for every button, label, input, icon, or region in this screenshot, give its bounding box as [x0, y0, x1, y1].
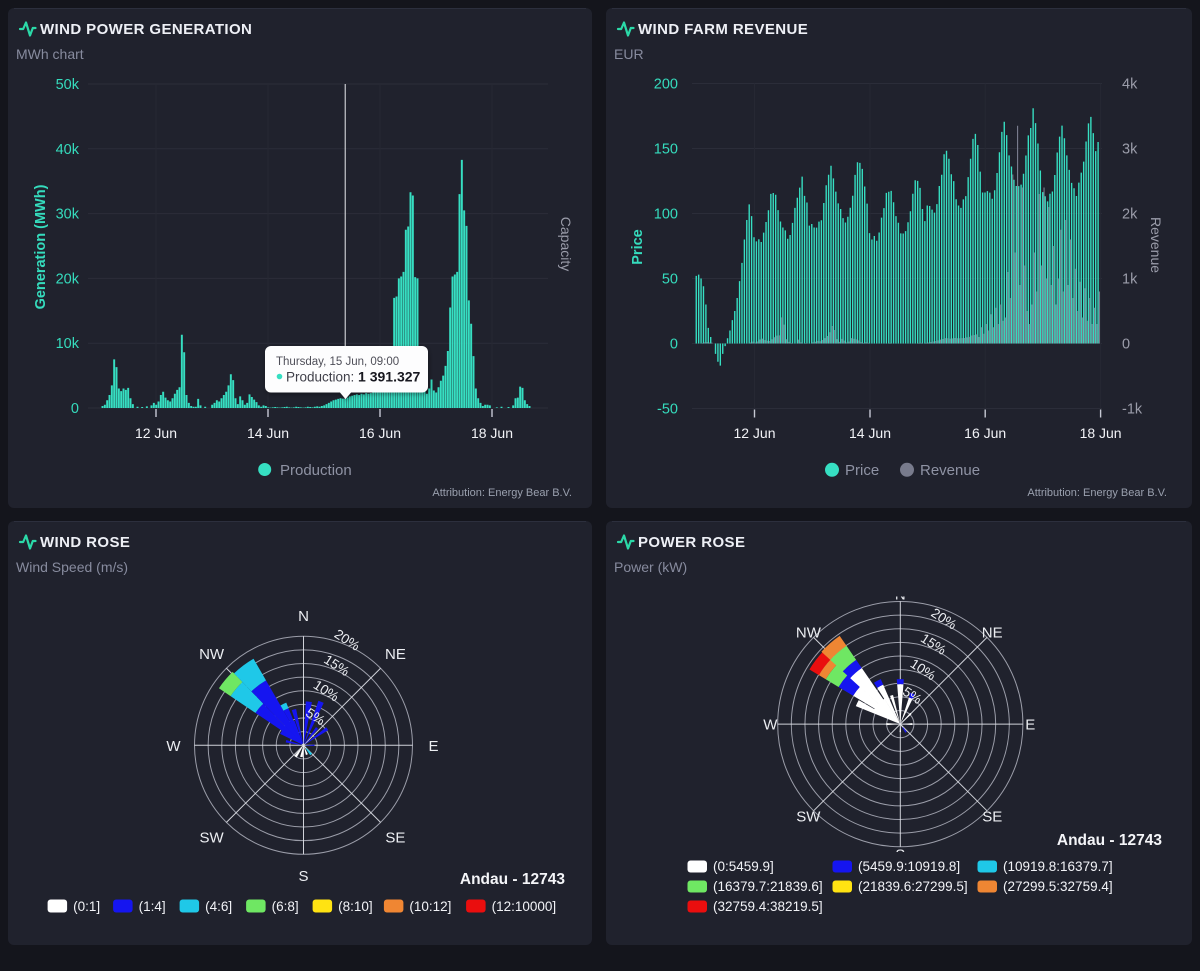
svg-text:Generation (MWh): Generation (MWh) — [33, 184, 49, 309]
svg-text:3k: 3k — [1122, 142, 1138, 158]
svg-text:POWER ROSE: POWER ROSE — [638, 534, 745, 551]
svg-text:(6:8]: (6:8] — [272, 899, 299, 914]
svg-text:Production: 1 391.327: Production: 1 391.327 — [286, 369, 421, 385]
svg-text:Power (kW): Power (kW) — [614, 559, 687, 575]
svg-text:Revenue: Revenue — [920, 462, 980, 479]
svg-text:20k: 20k — [56, 271, 80, 287]
svg-text:18 Jun: 18 Jun — [1080, 425, 1122, 441]
svg-text:100: 100 — [654, 207, 678, 223]
svg-text:Attribution: Energy Bear B.V.: Attribution: Energy Bear B.V. — [432, 487, 572, 499]
svg-text:E: E — [1025, 717, 1035, 734]
svg-text:50k: 50k — [56, 77, 80, 93]
svg-text:Andau - 12743: Andau - 12743 — [460, 871, 565, 888]
svg-text:NE: NE — [982, 625, 1003, 642]
svg-text:0: 0 — [1122, 337, 1130, 353]
svg-text:(10:12]: (10:12] — [409, 899, 451, 914]
svg-text:40k: 40k — [56, 142, 80, 158]
svg-text:(10919.8:16379.7]: (10919.8:16379.7] — [1003, 859, 1113, 874]
svg-text:14 Jun: 14 Jun — [849, 425, 891, 441]
svg-text:SE: SE — [982, 809, 1002, 826]
svg-text:16 Jun: 16 Jun — [359, 425, 401, 441]
svg-text:Attribution: Energy Bear B.V.: Attribution: Energy Bear B.V. — [1027, 487, 1167, 499]
svg-text:Price: Price — [630, 229, 646, 264]
svg-text:16 Jun: 16 Jun — [964, 425, 1006, 441]
svg-text:150: 150 — [654, 142, 678, 158]
svg-text:Price: Price — [845, 462, 879, 479]
svg-text:1k: 1k — [1122, 272, 1138, 288]
svg-text:(12:10000]: (12:10000] — [492, 899, 557, 914]
svg-text:W: W — [763, 717, 778, 734]
svg-text:(1:4]: (1:4] — [139, 899, 166, 914]
svg-text:-1k: -1k — [1122, 402, 1143, 418]
svg-text:0: 0 — [71, 401, 79, 417]
svg-text:(4:6]: (4:6] — [205, 899, 232, 914]
svg-text:WIND FARM REVENUE: WIND FARM REVENUE — [638, 21, 808, 38]
svg-text:Wind Speed (m/s): Wind Speed (m/s) — [16, 559, 128, 575]
svg-text:14 Jun: 14 Jun — [247, 425, 289, 441]
svg-text:30k: 30k — [56, 207, 80, 223]
svg-text:(21839.6:27299.5]: (21839.6:27299.5] — [858, 879, 968, 894]
svg-text:2k: 2k — [1122, 207, 1138, 223]
svg-text:18 Jun: 18 Jun — [471, 425, 513, 441]
svg-text:EUR: EUR — [614, 46, 644, 62]
svg-text:S: S — [298, 868, 308, 885]
svg-text:12 Jun: 12 Jun — [135, 425, 177, 441]
svg-text:200: 200 — [654, 77, 678, 93]
svg-text:12 Jun: 12 Jun — [733, 425, 775, 441]
svg-text:Andau - 12743: Andau - 12743 — [1057, 832, 1162, 849]
svg-text:SW: SW — [796, 809, 821, 826]
svg-text:Revenue: Revenue — [1148, 217, 1164, 273]
svg-text:SE: SE — [385, 830, 405, 847]
svg-text:WIND ROSE: WIND ROSE — [40, 534, 130, 551]
svg-text:SW: SW — [199, 830, 224, 847]
svg-text:(32759.4:38219.5]: (32759.4:38219.5] — [713, 899, 823, 914]
svg-text:W: W — [166, 738, 181, 755]
svg-text:(16379.7:21839.6]: (16379.7:21839.6] — [713, 879, 823, 894]
svg-text:N: N — [895, 587, 906, 604]
svg-text:-50: -50 — [657, 402, 678, 418]
svg-text:50: 50 — [662, 272, 678, 288]
svg-text:NE: NE — [385, 646, 406, 663]
svg-text:Production: Production — [280, 462, 352, 479]
svg-text:(8:10]: (8:10] — [338, 899, 373, 914]
svg-text:Thursday, 15 Jun, 09:00: Thursday, 15 Jun, 09:00 — [276, 356, 399, 368]
svg-text:10k: 10k — [56, 336, 80, 352]
svg-text:WIND POWER GENERATION: WIND POWER GENERATION — [40, 21, 252, 38]
svg-text:N: N — [298, 608, 309, 625]
svg-text:NW: NW — [199, 646, 225, 663]
svg-text:(0:5459.9]: (0:5459.9] — [713, 859, 774, 874]
svg-text:4k: 4k — [1122, 77, 1138, 93]
svg-text:S: S — [895, 847, 905, 864]
svg-text:(0:1]: (0:1] — [73, 899, 100, 914]
svg-text:NW: NW — [796, 625, 822, 642]
svg-text:0: 0 — [670, 337, 678, 353]
svg-text:Capacity: Capacity — [558, 217, 574, 271]
svg-text:MWh chart: MWh chart — [16, 46, 84, 62]
svg-text:E: E — [428, 738, 438, 755]
svg-text:(5459.9:10919.8]: (5459.9:10919.8] — [858, 859, 960, 874]
svg-text:(27299.5:32759.4]: (27299.5:32759.4] — [1003, 879, 1113, 894]
